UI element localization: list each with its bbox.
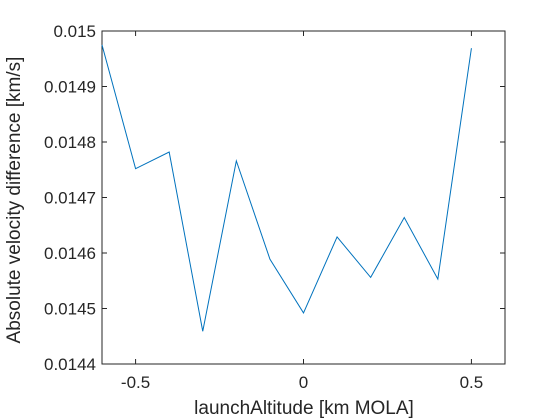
y-tick-label: 0.0149 [44, 78, 96, 97]
axes-box [101, 30, 506, 365]
x-axis-label: launchAltitude [km MOLA] [194, 398, 414, 419]
x-tick-label: -0.5 [121, 373, 150, 392]
plot-area [101, 30, 506, 365]
x-axis-ticks: -0.5 0 0.5 [121, 31, 483, 392]
y-tick-label: 0.015 [53, 22, 96, 41]
x-tick-label: 0.5 [460, 373, 484, 392]
x-tick-label: 0 [299, 373, 308, 392]
y-tick-label: 0.0147 [44, 189, 96, 208]
y-axis-ticks: 0.0144 0.0145 0.0146 0.0147 0.0148 0.0149 0.01… [44, 22, 505, 374]
y-tick-label: 0.0145 [44, 300, 96, 319]
series-line-0 [101, 44, 472, 332]
y-tick-label: 0.0144 [44, 355, 96, 374]
y-axis-label: Absolute velocity difference [km/s] [4, 57, 25, 344]
y-tick-label: 0.0148 [44, 133, 96, 152]
y-tick-label: 0.0146 [44, 244, 96, 263]
